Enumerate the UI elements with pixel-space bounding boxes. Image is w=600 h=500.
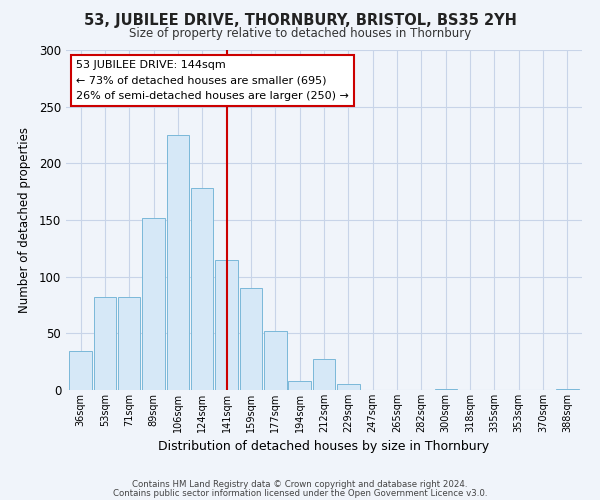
Bar [240,288,262,390]
Bar [289,381,311,390]
Bar [191,188,214,390]
Bar [215,260,238,390]
Bar [556,389,578,390]
Bar [434,389,457,390]
Bar [70,352,92,390]
Text: 53, JUBILEE DRIVE, THORNBURY, BRISTOL, BS35 2YH: 53, JUBILEE DRIVE, THORNBURY, BRISTOL, B… [83,12,517,28]
Bar [264,331,287,390]
Text: Contains HM Land Registry data © Crown copyright and database right 2024.: Contains HM Land Registry data © Crown c… [132,480,468,489]
Text: Contains public sector information licensed under the Open Government Licence v3: Contains public sector information licen… [113,488,487,498]
Bar [94,297,116,390]
X-axis label: Distribution of detached houses by size in Thornbury: Distribution of detached houses by size … [158,440,490,454]
Y-axis label: Number of detached properties: Number of detached properties [17,127,31,313]
Text: Size of property relative to detached houses in Thornbury: Size of property relative to detached ho… [129,28,471,40]
Bar [337,384,359,390]
Bar [313,360,335,390]
Bar [142,218,165,390]
Text: 53 JUBILEE DRIVE: 144sqm
← 73% of detached houses are smaller (695)
26% of semi-: 53 JUBILEE DRIVE: 144sqm ← 73% of detach… [76,60,349,100]
Bar [167,135,189,390]
Bar [118,297,140,390]
